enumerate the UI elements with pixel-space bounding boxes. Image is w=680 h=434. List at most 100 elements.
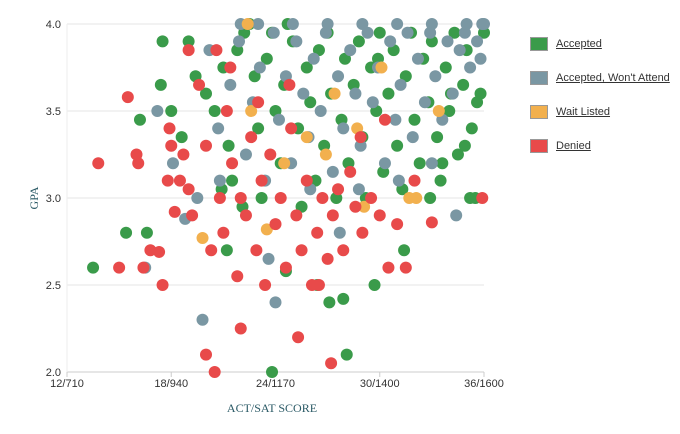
data-point-accepted-won-t-attend	[212, 122, 225, 135]
data-point-denied	[382, 261, 395, 274]
data-point-accepted	[382, 87, 395, 100]
data-point-wait-listed	[358, 200, 371, 213]
data-point-denied	[245, 131, 258, 144]
data-point-denied	[210, 44, 223, 57]
data-point-denied	[200, 348, 212, 361]
data-point-denied	[349, 200, 362, 213]
data-point-accepted-won-t-attend	[354, 139, 367, 152]
data-point-denied	[283, 78, 296, 91]
data-point-accepted-won-t-attend	[429, 70, 442, 83]
data-point-accepted-won-t-attend	[352, 183, 365, 196]
data-point-denied	[231, 270, 244, 283]
data-point-accepted-won-t-attend	[224, 78, 237, 91]
data-point-denied	[250, 244, 263, 257]
data-point-denied	[255, 174, 268, 187]
data-point-accepted	[337, 292, 350, 305]
data-point-wait-listed	[410, 192, 423, 204]
data-point-accepted	[398, 244, 411, 257]
data-point-accepted-won-t-attend	[378, 157, 391, 170]
data-point-denied	[311, 226, 324, 239]
data-point-denied	[300, 174, 313, 187]
data-point-accepted	[424, 192, 437, 204]
data-point-accepted	[175, 131, 188, 144]
data-point-denied	[259, 279, 272, 291]
data-point-accepted-won-t-attend	[233, 35, 246, 48]
data-point-denied	[220, 105, 233, 117]
legend-swatch-accepted	[530, 37, 548, 51]
data-point-accepted-won-t-attend	[344, 44, 357, 57]
legend-swatch-wait-listed	[530, 105, 548, 119]
data-point-denied	[325, 357, 338, 370]
legend-item-accepted[interactable]: Accepted	[530, 34, 670, 54]
data-point-accepted	[208, 105, 221, 117]
data-point-accepted	[312, 44, 325, 57]
data-point-accepted-won-t-attend	[356, 18, 369, 30]
data-point-accepted-won-t-attend	[384, 35, 397, 48]
data-point-denied	[312, 279, 325, 291]
data-point-denied	[292, 331, 305, 344]
data-point-accepted-won-t-attend	[401, 26, 414, 39]
data-point-denied	[234, 192, 247, 204]
data-point-denied	[165, 139, 178, 152]
data-point-accepted-won-t-attend	[253, 61, 266, 74]
data-point-accepted	[457, 78, 470, 91]
data-point-accepted-won-t-attend	[464, 61, 477, 74]
data-point-accepted	[120, 226, 133, 239]
data-point-accepted	[300, 61, 313, 74]
y-tick-label: 2.0	[46, 367, 61, 379]
data-point-accepted	[226, 174, 239, 187]
data-point-accepted	[352, 35, 365, 48]
data-point-denied	[217, 226, 230, 239]
data-point-accepted-won-t-attend	[332, 70, 345, 83]
data-point-denied	[285, 122, 298, 135]
data-point-denied	[132, 157, 145, 170]
data-point-accepted	[458, 139, 471, 152]
data-point-denied	[200, 139, 212, 152]
data-point-denied	[365, 192, 378, 204]
data-point-accepted-won-t-attend	[450, 209, 463, 222]
data-point-denied	[337, 244, 350, 257]
data-point-accepted	[260, 52, 273, 65]
data-point-accepted	[448, 26, 461, 39]
data-point-accepted-won-t-attend	[314, 105, 327, 117]
data-point-denied	[344, 165, 357, 178]
data-point-accepted	[373, 26, 386, 39]
data-point-accepted-won-t-attend	[262, 252, 275, 265]
data-point-accepted	[439, 61, 452, 74]
data-point-denied	[182, 44, 195, 57]
legend-item-wait-listed[interactable]: Wait Listed	[530, 102, 670, 122]
data-point-denied	[408, 174, 421, 187]
data-point-accepted	[339, 52, 351, 65]
data-point-denied	[182, 183, 195, 196]
data-point-denied	[354, 131, 367, 144]
legend-label-wait-listed: Wait Listed	[556, 106, 611, 118]
legend-item-accepted-wont-attend[interactable]: Accepted, Won't Attend	[530, 68, 670, 88]
data-point-accepted	[222, 139, 235, 152]
data-point-accepted	[295, 200, 308, 213]
legend: Accepted Accepted, Won't Attend Wait Lis…	[530, 34, 670, 170]
data-point-denied	[252, 96, 265, 109]
data-point-accepted-won-t-attend	[425, 18, 438, 30]
data-point-denied	[92, 157, 105, 170]
data-points	[87, 18, 490, 378]
data-point-accepted-won-t-attend	[307, 52, 320, 65]
data-point-accepted-won-t-attend	[290, 35, 303, 48]
data-point-accepted	[182, 35, 195, 48]
data-point-accepted-won-t-attend	[406, 131, 419, 144]
y-tick-label: 3.0	[46, 193, 61, 205]
data-point-accepted-won-t-attend	[478, 18, 490, 30]
data-point-denied	[226, 157, 239, 170]
data-point-denied	[378, 113, 391, 126]
data-point-accepted-won-t-attend	[460, 18, 473, 30]
data-point-denied	[279, 261, 292, 274]
data-point-denied	[168, 205, 181, 218]
data-point-accepted-won-t-attend	[166, 157, 179, 170]
data-point-accepted-won-t-attend	[321, 18, 334, 30]
data-point-accepted	[156, 35, 169, 48]
data-point-accepted	[413, 157, 426, 170]
data-point-accepted-won-t-attend	[239, 148, 252, 161]
legend-item-denied[interactable]: Denied	[530, 136, 670, 156]
data-point-denied	[224, 61, 237, 74]
data-point-accepted	[368, 279, 381, 291]
